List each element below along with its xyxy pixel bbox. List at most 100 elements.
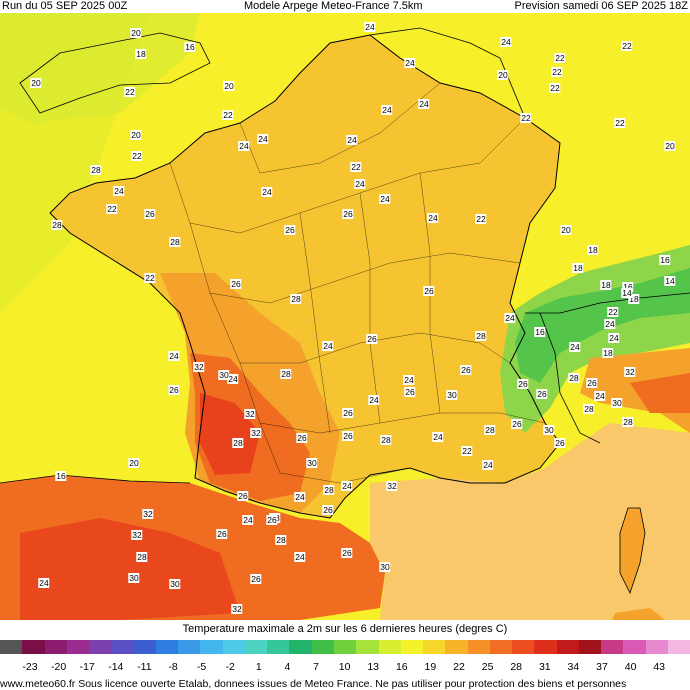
temperature-label: 22 [144,273,156,283]
temperature-label: 22 [520,113,532,123]
temperature-label: 18 [135,49,147,59]
temperature-label: 28 [622,417,634,427]
temperature-label: 26 [342,209,354,219]
temperature-label: 18 [587,245,599,255]
temperature-label: 30 [611,398,623,408]
temperature-label: 24 [482,460,494,470]
temperature-label: 26 [250,574,262,584]
scale-tick: 4 [284,661,291,673]
swiss-border [525,292,690,314]
temperature-label: 20 [128,458,140,468]
temperature-label: 26 [144,209,156,219]
temperature-label: 22 [222,110,234,120]
temperature-label: 24 [322,341,334,351]
temperature-label: 26 [296,433,308,443]
color-swatch [645,640,668,654]
temperature-label: 26 [517,379,529,389]
temperature-label: 24 [569,342,581,352]
color-swatch [445,640,468,654]
temperature-label: 28 [568,373,580,383]
temperature-label: 20 [130,28,142,38]
temperature-label: 22 [475,214,487,224]
italy-hot [630,373,690,413]
temperature-label: 24 [227,374,239,384]
spain-hot [20,518,240,620]
temperature-label: 24 [113,186,125,196]
color-swatch [489,640,513,654]
temperature-map[interactable]: 20 18 16 20 20 22 24 24 24 22 22 22 24 24 22 20 22 20 22 24… [0,13,690,620]
temperature-label: 32 [142,509,154,519]
color-swatch [578,640,602,654]
temperature-label: 24 [403,375,415,385]
temperature-label: 24 [432,432,444,442]
temperature-label: 30 [169,579,181,589]
temperature-label: 18 [602,348,614,358]
forecast-date: Prevision samedi 06 SEP 2025 18Z [514,0,688,12]
color-swatch [534,640,557,654]
temperature-label: 32 [131,530,143,540]
color-swatch [601,640,624,654]
temperature-label: 28 [484,425,496,435]
color-swatch [0,640,23,654]
temperature-label: 24 [238,141,250,151]
temperature-label: 22 [621,41,633,51]
color-swatch [378,640,401,654]
temperature-label: 24 [38,578,50,588]
uk-cool [0,13,200,123]
temperature-label: 30 [379,562,391,572]
temperature-label: 22 [549,83,561,93]
temperature-label: 24 [418,99,430,109]
model-title: Modele Arpege Meteo-France 7.5km [244,0,423,12]
med-sea [370,423,690,620]
temperature-label: 26 [404,387,416,397]
scale-tick: -2 [225,661,235,673]
color-swatch [467,640,490,654]
temperature-label: 18 [572,263,584,273]
color-swatch [44,640,67,654]
scale-tick: 28 [510,661,523,673]
temperature-label: 24 [604,319,616,329]
scale-tick: -17 [79,661,95,673]
color-swatch [400,640,424,654]
uk-coast [19,32,211,114]
temperature-label: 28 [280,369,292,379]
scale-tick: -5 [196,661,207,673]
temperature-label: 24 [427,213,439,223]
temperature-label: 26 [423,286,435,296]
temperature-label: 26 [342,408,354,418]
temperature-label: 24 [594,391,606,401]
temperature-label: 32 [193,362,205,372]
scale-tick: -20 [51,661,67,673]
scale-tick: 25 [481,661,494,673]
temperature-label: 24 [294,492,306,502]
temperature-label: 28 [323,485,335,495]
temperature-label: 32 [624,367,636,377]
scale-tick: 22 [453,661,465,673]
temperature-label: 24 [368,395,380,405]
france-land [50,35,560,518]
color-swatch [200,640,223,654]
alps-peaks [515,268,690,383]
color-scale-ticks: -23 -20 -17 -14 -11 -8 -5 -2 1 4 7 10 13 16 19 22 25 28 31… [0,660,690,674]
spain-border [0,474,191,484]
temperature-label: 24 [294,552,306,562]
temperature-label: 24 [608,333,620,343]
temperature-label: 24 [346,135,358,145]
temperature-label: 24 [354,179,366,189]
color-swatch [311,640,334,654]
temperature-label: 26 [460,365,472,375]
temperature-label: 28 [136,552,148,562]
temperature-label: 26 [230,279,242,289]
color-swatch [512,640,535,654]
temperature-label: 28 [275,535,287,545]
scale-tick: -11 [137,661,152,673]
temperature-label: 24 [379,194,391,204]
temperature-label: 22 [554,53,566,63]
temperature-label: 24 [257,134,269,144]
corsica [620,508,645,593]
scale-tick: -8 [168,661,178,673]
scale-tick: -23 [22,661,38,673]
scale-tick: 1 [255,661,262,673]
very-hot-landes [200,393,260,475]
scale-tick: 34 [567,661,580,673]
